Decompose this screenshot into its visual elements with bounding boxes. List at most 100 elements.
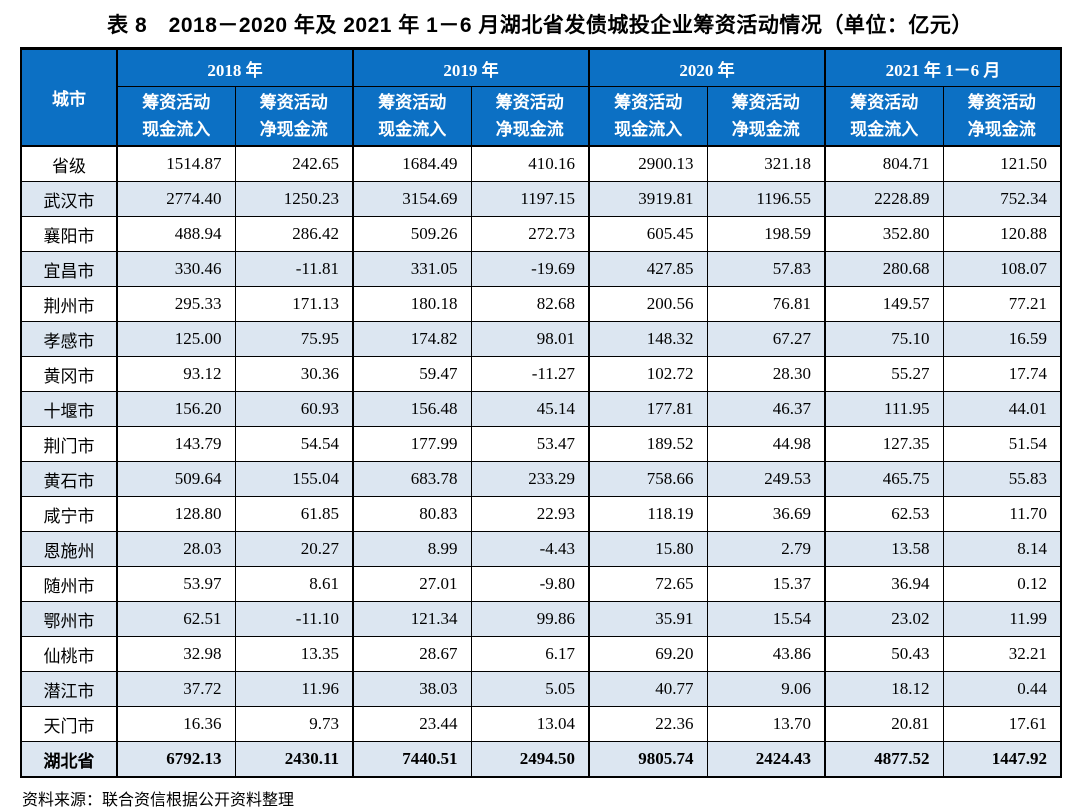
value-cell: 93.12 (116, 356, 236, 392)
value-cell: 36.94 (824, 566, 944, 602)
value-cell: 9805.74 (588, 741, 708, 778)
value-cell: 53.47 (470, 426, 590, 462)
city-cell: 宜昌市 (20, 251, 118, 287)
value-cell: 249.53 (706, 461, 826, 497)
value-cell: 62.51 (116, 601, 236, 637)
value-cell: 13.58 (824, 531, 944, 567)
sub-column-header: 筹资活动 现金流入 (116, 86, 236, 147)
value-cell: 108.07 (942, 251, 1062, 287)
table-row: 宜昌市 330.46 -11.81 331.05 -19.69 427.85 57.83 28… (20, 251, 1062, 287)
source-note: 资料来源：联合资信根据公开资料整理 (22, 792, 295, 809)
value-cell: 286.42 (234, 216, 354, 252)
year-group-header: 2020 年 (588, 48, 826, 87)
value-cell: 180.18 (352, 286, 472, 322)
value-cell: -9.80 (470, 566, 590, 602)
sub-column-header: 筹资活动 现金流入 (352, 86, 472, 147)
sub-header-line1: 筹资活动 (259, 92, 328, 112)
value-cell: 17.61 (942, 706, 1062, 742)
value-cell: 20.27 (234, 531, 354, 567)
value-cell: 2424.43 (706, 741, 826, 778)
value-cell: 55.27 (824, 356, 944, 392)
value-cell: 72.65 (588, 566, 708, 602)
value-cell: 37.72 (116, 671, 236, 707)
sub-header-line1: 筹资活动 (495, 92, 564, 112)
value-cell: 28.30 (706, 356, 826, 392)
value-cell: 80.83 (352, 496, 472, 532)
value-cell: 9.06 (706, 671, 826, 707)
value-cell: 30.36 (234, 356, 354, 392)
value-cell: 62.53 (824, 496, 944, 532)
table-row: 天门市 16.36 9.73 23.44 13.04 22.36 13.70 20.81 17.… (20, 706, 1062, 742)
city-cell: 襄阳市 (20, 216, 118, 252)
value-cell: 1514.87 (116, 145, 236, 182)
value-cell: 28.67 (352, 636, 472, 672)
value-cell: 22.93 (470, 496, 590, 532)
value-cell: 410.16 (470, 145, 590, 182)
value-cell: 51.54 (942, 426, 1062, 462)
value-cell: 32.98 (116, 636, 236, 672)
table-row: 武汉市 2774.40 1250.23 3154.69 1197.15 3919.81 11… (20, 181, 1062, 217)
table-row: 黄石市 509.64 155.04 683.78 233.29 758.66 249.53 4… (20, 461, 1062, 497)
city-cell: 黄石市 (20, 461, 118, 497)
value-cell: 69.20 (588, 636, 708, 672)
value-cell: 5.05 (470, 671, 590, 707)
value-cell: 111.95 (824, 391, 944, 427)
table-row: 十堰市 156.20 60.93 156.48 45.14 177.81 46.37 111.… (20, 391, 1062, 427)
city-cell: 恩施州 (20, 531, 118, 567)
table-header: 城市 2018 年 2019 年 2020 年 2021 年 1－6 月 筹资活动 现金… (20, 48, 1062, 147)
city-column-header: 城市 (20, 48, 118, 147)
value-cell: 4877.52 (824, 741, 944, 778)
value-cell: 75.10 (824, 321, 944, 357)
table-row: 襄阳市 488.94 286.42 509.26 272.73 605.45 198.59 3… (20, 216, 1062, 252)
value-cell: 35.91 (588, 601, 708, 637)
total-row: 湖北省 6792.13 2430.11 7440.51 2494.50 9805.74 24… (20, 741, 1062, 778)
value-cell: 17.74 (942, 356, 1062, 392)
table-row: 孝感市 125.00 75.95 174.82 98.01 148.32 67.27 75.1… (20, 321, 1062, 357)
value-cell: 174.82 (352, 321, 472, 357)
sub-column-header: 筹资活动 现金流入 (588, 86, 708, 147)
sub-column-header: 筹资活动 净现金流 (234, 86, 354, 147)
value-cell: 272.73 (470, 216, 590, 252)
value-cell: 0.12 (942, 566, 1062, 602)
year-group-header: 2018 年 (116, 48, 354, 87)
value-cell: 15.37 (706, 566, 826, 602)
value-cell: 605.45 (588, 216, 708, 252)
value-cell: 465.75 (824, 461, 944, 497)
table-row: 随州市 53.97 8.61 27.01 -9.80 72.65 15.37 36.94 0.1… (20, 566, 1062, 602)
value-cell: 6.17 (470, 636, 590, 672)
value-cell: 1197.15 (470, 181, 590, 217)
value-cell: -19.69 (470, 251, 590, 287)
value-cell: 59.47 (352, 356, 472, 392)
city-cell: 咸宁市 (20, 496, 118, 532)
value-cell: 2.79 (706, 531, 826, 567)
sub-header-line1: 筹资活动 (731, 92, 800, 112)
value-cell: 23.44 (352, 706, 472, 742)
value-cell: 6792.13 (116, 741, 236, 778)
value-cell: 43.86 (706, 636, 826, 672)
value-cell: 155.04 (234, 461, 354, 497)
city-cell: 武汉市 (20, 181, 118, 217)
value-cell: 11.70 (942, 496, 1062, 532)
sub-header-line1: 筹资活动 (614, 92, 683, 112)
value-cell: 125.00 (116, 321, 236, 357)
value-cell: 177.99 (352, 426, 472, 462)
value-cell: 15.54 (706, 601, 826, 637)
table-row: 咸宁市 128.80 61.85 80.83 22.93 118.19 36.69 62.53… (20, 496, 1062, 532)
value-cell: 28.03 (116, 531, 236, 567)
year-group-header: 2019 年 (352, 48, 590, 87)
sub-header-line1: 筹资活动 (142, 92, 211, 112)
value-cell: 75.95 (234, 321, 354, 357)
value-cell: 118.19 (588, 496, 708, 532)
sub-header-line2: 现金流入 (850, 120, 919, 139)
sub-header-line1: 筹资活动 (967, 92, 1036, 112)
value-cell: 242.65 (234, 145, 354, 182)
table-body: 省级 1514.87 242.65 1684.49 410.16 2900.13 321.1… (20, 145, 1062, 778)
value-cell: 13.70 (706, 706, 826, 742)
value-cell: 2430.11 (234, 741, 354, 778)
table-row: 鄂州市 62.51 -11.10 121.34 99.86 35.91 15.54 23.02… (20, 601, 1062, 637)
city-cell: 孝感市 (20, 321, 118, 357)
value-cell: 38.03 (352, 671, 472, 707)
table-row: 恩施州 28.03 20.27 8.99 -4.43 15.80 2.79 13.58 8.14 (20, 531, 1062, 567)
city-cell: 鄂州市 (20, 601, 118, 637)
value-cell: 67.27 (706, 321, 826, 357)
